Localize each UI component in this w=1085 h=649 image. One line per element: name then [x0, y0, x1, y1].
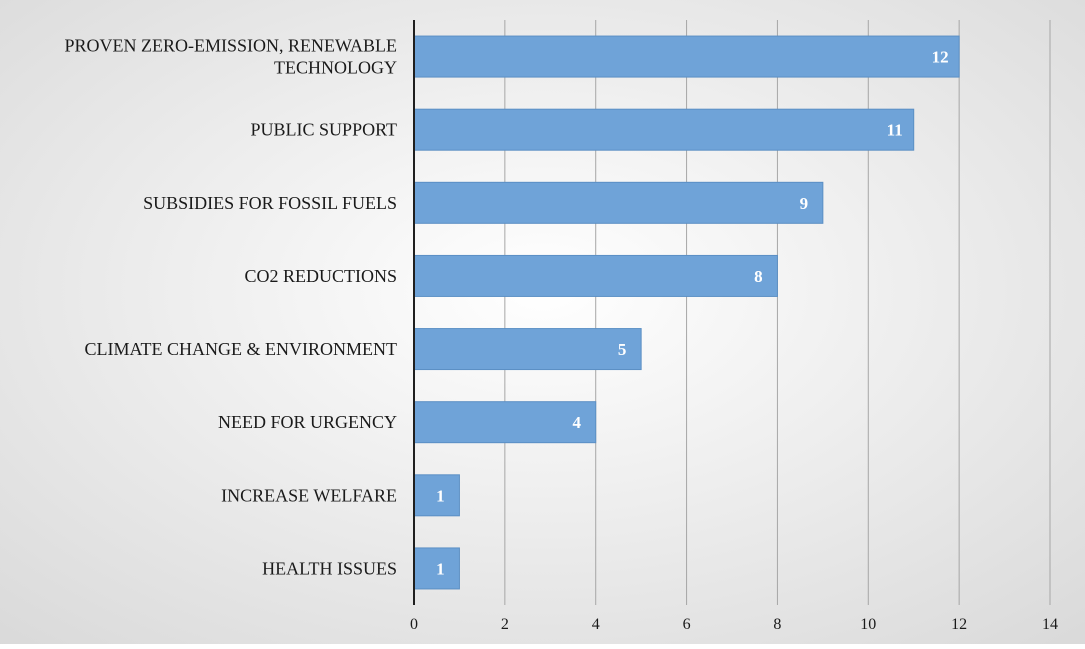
- category-label-line: CLIMATE CHANGE & ENVIRONMENT: [85, 339, 397, 359]
- category-label: SUBSIDIES FOR FOSSIL FUELS: [143, 193, 397, 213]
- category-label-line: PROVEN ZERO-EMISSION, RENEWABLE: [65, 36, 398, 56]
- data-label: 12: [932, 48, 949, 67]
- bar: [413, 328, 642, 371]
- data-label: 1: [436, 559, 445, 578]
- bar: [413, 35, 960, 78]
- data-label: 1: [436, 486, 445, 505]
- category-label-line: INCREASE WELFARE: [221, 485, 397, 505]
- category-label-line: CO2 REDUCTIONS: [244, 266, 397, 286]
- x-tick-label: 8: [773, 616, 781, 633]
- category-label-line: HEALTH ISSUES: [262, 558, 397, 578]
- category-label: CLIMATE CHANGE & ENVIRONMENT: [85, 339, 397, 359]
- category-label: PUBLIC SUPPORT: [251, 120, 397, 140]
- x-tick-label: 4: [592, 616, 600, 633]
- data-label: 9: [800, 194, 809, 213]
- bar: [413, 547, 460, 590]
- category-label-line: PUBLIC SUPPORT: [251, 120, 397, 140]
- bar: [413, 401, 597, 444]
- x-tick-labels: 0 2 4 6 8 10 12 14: [410, 616, 1058, 633]
- x-tick-label: 12: [951, 616, 967, 633]
- x-tick-label: 10: [860, 616, 876, 633]
- category-label: CO2 REDUCTIONS: [244, 266, 397, 286]
- category-label-line: NEED FOR URGENCY: [218, 412, 397, 432]
- data-label: 8: [754, 267, 763, 286]
- category-label: HEALTH ISSUES: [262, 558, 397, 578]
- category-label-line: SUBSIDIES FOR FOSSIL FUELS: [143, 193, 397, 213]
- category-label: NEED FOR URGENCY: [218, 412, 397, 432]
- bars: [413, 35, 960, 590]
- data-label: 11: [887, 121, 903, 140]
- category-labels: PROVEN ZERO-EMISSION, RENEWABLE TECHNOLOG…: [65, 36, 398, 579]
- x-tick-label: 6: [683, 616, 691, 633]
- bar: [413, 254, 778, 297]
- data-label: 5: [618, 340, 627, 359]
- bar: [413, 108, 915, 151]
- category-label: INCREASE WELFARE: [221, 485, 397, 505]
- category-label: PROVEN ZERO-EMISSION, RENEWABLE TECHNOLOG…: [65, 36, 398, 78]
- bar: [413, 181, 824, 224]
- x-tick-label: 14: [1042, 616, 1058, 633]
- bar: [413, 474, 460, 517]
- x-tick-label: 2: [501, 616, 509, 633]
- data-label: 4: [572, 413, 581, 432]
- category-label-line: TECHNOLOGY: [274, 58, 397, 78]
- x-tick-label: 0: [410, 616, 418, 633]
